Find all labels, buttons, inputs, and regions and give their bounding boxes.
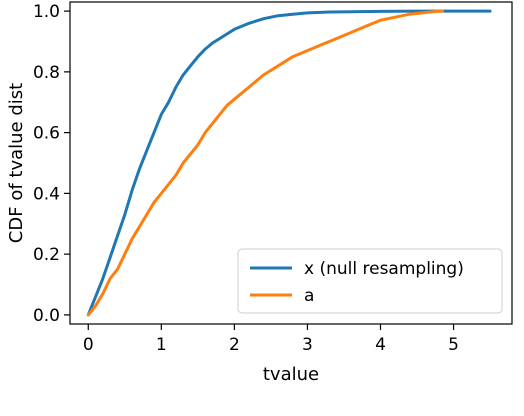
series-layer (86, 9, 492, 317)
series-line-a (86, 9, 445, 317)
plot-area (69, 1, 513, 325)
x-tick-label: 5 (448, 335, 459, 355)
y-tick-label: 1.0 (33, 2, 60, 22)
legend-box (237, 248, 503, 314)
x-tick-label: 0 (83, 335, 94, 355)
axes-frame (69, 1, 513, 325)
y-tick-label: 0.4 (33, 184, 60, 204)
x-tick-label: 1 (156, 335, 167, 355)
legend: x (null resampling) a (237, 248, 503, 314)
legend-label-x: x (null resampling) (304, 259, 464, 279)
y-tick-label: 0.0 (33, 306, 60, 326)
series-line-x (86, 9, 492, 317)
y-tick-label: 0.8 (33, 63, 60, 83)
x-axis-label: tvalue (263, 364, 319, 385)
x-tick-label: 3 (302, 335, 313, 355)
legend-label-a: a (304, 286, 314, 306)
y-tick-label: 0.6 (33, 124, 60, 144)
x-tick-label: 4 (375, 335, 386, 355)
y-axis-label: CDF of tvalue dist (6, 83, 27, 243)
y-axis-ticks: 0.0 0.2 0.4 0.6 0.8 1.0 (33, 2, 70, 326)
x-tick-label: 2 (229, 335, 240, 355)
x-axis-ticks: 0 1 2 3 4 5 (83, 324, 459, 355)
y-tick-label: 0.2 (33, 245, 60, 265)
